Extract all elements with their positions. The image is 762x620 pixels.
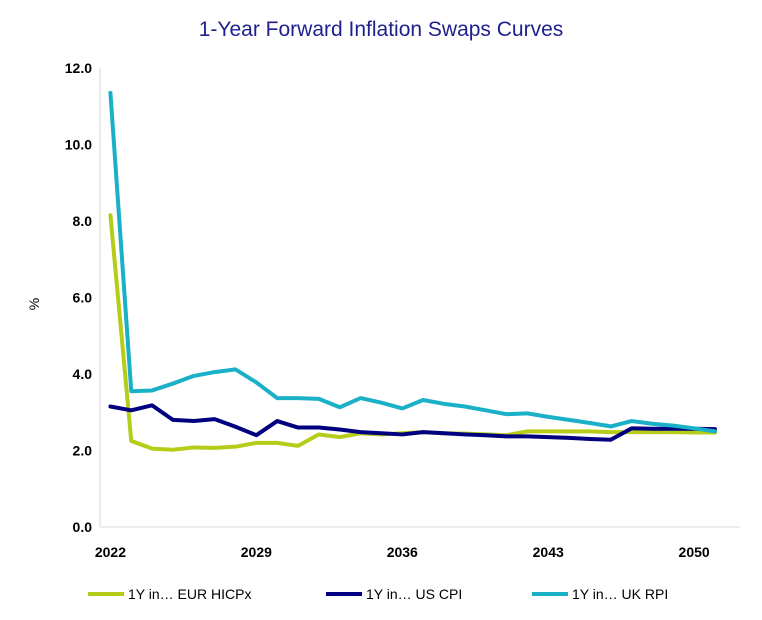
legend-label-us-cpi: 1Y in… US CPI [366,586,463,602]
series-line-1 [108,403,717,442]
series-line-2 [108,90,717,434]
series-line-0 [108,213,717,452]
y-tick-label: 6.0 [73,290,93,306]
y-tick-labels: 0.0 2.0 4.0 6.0 8.0 10.0 12.0 [65,60,92,535]
x-tick-label: 2022 [95,544,126,560]
y-tick-label: 0.0 [73,519,93,535]
legend: 1Y in… EUR HICPx 1Y in… US CPI 1Y in… UK… [0,582,762,606]
legend-swatch-eur-hicpx [88,592,124,596]
legend-swatch-us-cpi [326,592,362,596]
legend-label-uk-rpi: 1Y in… UK RPI [572,586,669,602]
x-tick-label: 2043 [533,544,564,560]
legend-swatch-uk-rpi [532,592,568,596]
legend-item-eur-hicpx: 1Y in… EUR HICPx [88,582,251,606]
y-tick-label: 10.0 [65,137,92,153]
plot-area: 0.0 2.0 4.0 6.0 8.0 10.0 12.0 2022 2029 2036 2043… [65,60,740,560]
y-tick-label: 12.0 [65,60,92,76]
chart-title: 1-Year Forward Inflation Swaps Curves [198,18,564,41]
legend-item-us-cpi: 1Y in… US CPI [326,582,462,606]
x-tick-labels: 2022 2029 2036 2043 2050 [95,544,710,560]
y-tick-label: 2.0 [73,443,93,459]
x-tick-label: 2050 [679,544,710,560]
series-lines [108,90,717,452]
x-tick-label: 2036 [387,544,418,560]
x-tick-label: 2029 [241,544,272,560]
legend-item-uk-rpi: 1Y in… UK RPI [532,582,668,606]
y-axis-label: % [26,297,42,311]
legend-label-eur-hicpx: 1Y in… EUR HICPx [128,586,252,602]
y-tick-label: 8.0 [73,213,93,229]
y-tick-label: 4.0 [73,366,93,382]
